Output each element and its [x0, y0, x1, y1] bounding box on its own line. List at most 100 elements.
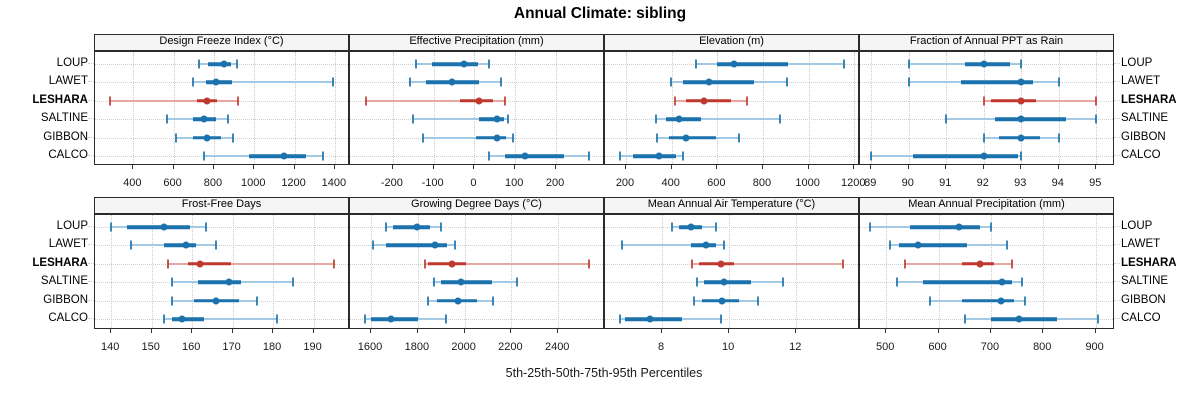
x-tick-label: 800 [203, 177, 223, 189]
whisker-end-cap [669, 77, 672, 87]
x-tick [1020, 165, 1022, 169]
station-label-left: LAWET [48, 238, 88, 251]
whisker-end-cap [756, 296, 759, 306]
station-label-right: GIBBON [1121, 293, 1166, 306]
label-leader-left [88, 281, 94, 283]
x-gridline [515, 52, 517, 164]
x-gridline [908, 52, 910, 164]
whisker-end-cap [491, 296, 494, 306]
row-guide-line [605, 227, 858, 228]
percentile-whisker-5-95 [424, 262, 589, 265]
x-tick-label: 200 [545, 177, 565, 189]
panel-plot-area [604, 214, 859, 329]
x-gridline [511, 215, 513, 328]
percentile-whisker-5-95 [692, 262, 844, 265]
row-guide-line [95, 245, 348, 247]
x-tick [463, 329, 465, 333]
label-leader-right [1114, 281, 1120, 283]
x-tick [1095, 165, 1097, 169]
x-tick-label: 800 [1033, 341, 1052, 353]
x-tick-label: 90 [901, 177, 914, 189]
median-dot [997, 297, 1005, 305]
percentile-bar-25-75 [198, 280, 241, 284]
percentile-bar-25-75 [990, 317, 1058, 321]
median-dot [460, 60, 468, 68]
percentile-bar-25-75 [431, 62, 478, 66]
whisker-end-cap [205, 222, 208, 232]
x-tick-label: 200 [615, 177, 635, 189]
percentile-bar-25-75 [188, 262, 231, 266]
percentile-bar-25-75 [961, 80, 1033, 85]
whisker-end-cap [655, 133, 658, 143]
x-tick-label: 2000 [451, 341, 476, 353]
x-tick-label: 600 [928, 341, 947, 353]
median-dot [413, 223, 421, 231]
x-tick-label: 0 [470, 177, 477, 189]
whisker-end-cap [619, 314, 622, 324]
x-tick-label: 93 [1014, 177, 1027, 189]
whisker-end-cap [444, 314, 447, 324]
percentile-bar-25-75 [476, 135, 507, 140]
median-dot [702, 241, 710, 249]
percentile-whisker-5-95 [621, 244, 725, 247]
whisker-end-cap [1020, 59, 1023, 69]
whisker-end-cap [989, 222, 992, 232]
x-tick [728, 329, 730, 333]
station-label-right: LAWET [1121, 75, 1161, 88]
whisker-end-cap [982, 96, 985, 106]
whisker-end-cap [671, 222, 674, 232]
label-leader-right [1114, 63, 1120, 64]
panel-strip: Fraction of Annual PPT as Rain [859, 34, 1114, 51]
whisker-end-cap [499, 77, 502, 87]
x-tick-label: 140 [101, 341, 120, 353]
whisker-end-cap [321, 151, 324, 161]
median-dot [225, 278, 233, 286]
median-dot [178, 315, 186, 323]
row-guide-line [350, 227, 603, 228]
x-gridline [294, 52, 296, 164]
x-tick [272, 329, 274, 333]
percentile-whisker-5-95 [163, 318, 278, 320]
x-tick [982, 165, 984, 169]
whisker-end-cap [165, 114, 168, 124]
median-dot [387, 315, 395, 323]
station-label-right: LOUP [1121, 220, 1153, 232]
whisker-end-cap [422, 133, 425, 143]
x-tick [557, 329, 559, 333]
station-label-left: CALCO [48, 149, 88, 161]
whisker-end-cap [332, 259, 335, 269]
whisker-end-cap [197, 59, 200, 69]
median-dot [521, 152, 529, 160]
station-label-right: GIBBON [1121, 130, 1166, 143]
x-tick [1057, 165, 1059, 169]
whisker-end-cap [1005, 240, 1008, 250]
station-label-left: LOUP [56, 220, 88, 232]
station-label-right: CALCO [1121, 312, 1161, 324]
panel-plot-area [859, 214, 1114, 329]
whisker-end-cap [587, 259, 590, 269]
x-gridline [626, 52, 627, 164]
label-leader-left [88, 136, 94, 138]
x-tick [510, 329, 512, 333]
whisker-end-cap [408, 77, 411, 87]
x-tick-label: 91 [939, 177, 952, 189]
median-dot [976, 260, 984, 268]
panel-strip-title: Elevation (m) [699, 35, 764, 47]
label-leader-left [88, 81, 94, 83]
whisker-end-cap [694, 59, 697, 69]
whisker-end-cap [696, 277, 699, 287]
x-tick-label: 500 [875, 341, 895, 353]
x-tick-label: 95 [1089, 177, 1102, 189]
x-gridline [796, 215, 798, 328]
x-tick [370, 329, 372, 333]
x-gridline [254, 52, 256, 164]
median-dot [160, 223, 168, 231]
median-dot [431, 241, 439, 249]
x-gridline [946, 52, 948, 164]
median-dot [682, 134, 690, 142]
percentile-whisker-5-95 [167, 262, 334, 265]
x-tick-label: 600 [707, 177, 726, 189]
station-label-left: GIBBON [43, 293, 88, 306]
x-tick-label: 1200 [281, 177, 306, 189]
percentile-bar-25-75 [669, 135, 717, 140]
